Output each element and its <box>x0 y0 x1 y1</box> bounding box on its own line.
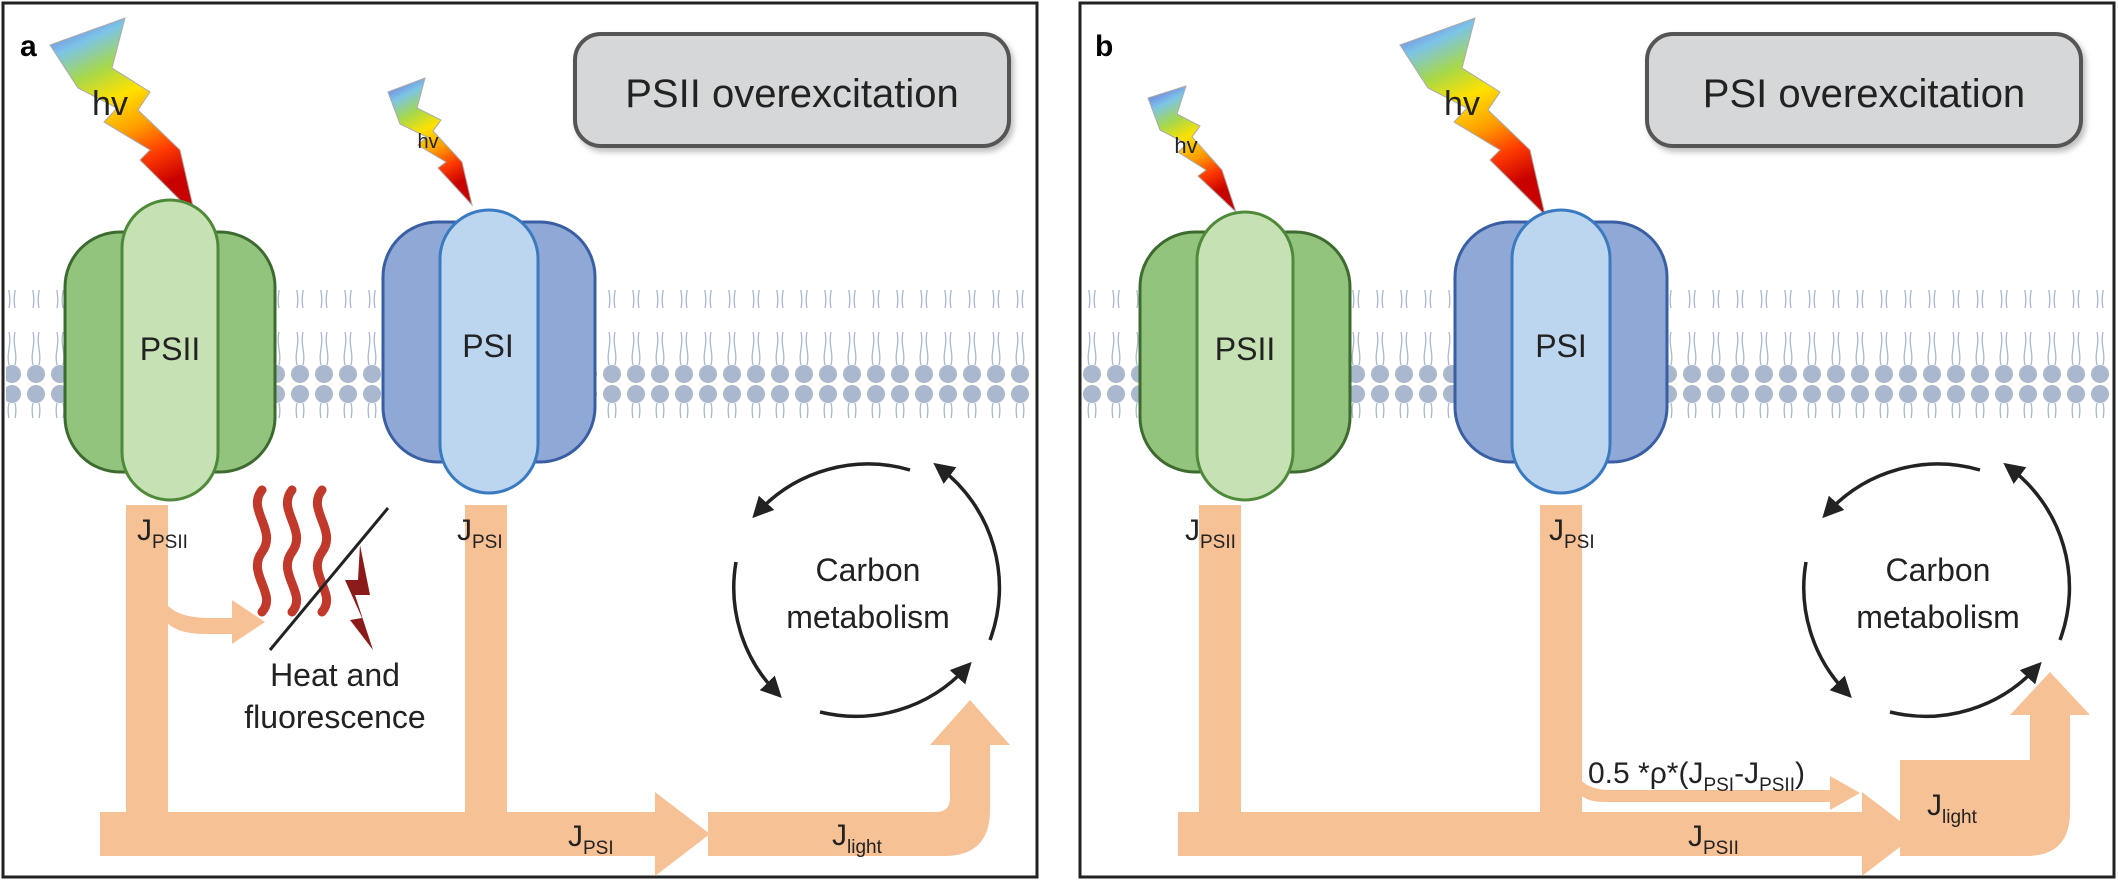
panel-b: b PSI overexcitation hv hv PSII PSI <box>1078 1 2116 879</box>
title-box <box>573 32 1011 148</box>
flux-label-j-psi-top: JPSI <box>457 514 503 553</box>
light-label: hv <box>1444 85 1480 123</box>
psi-complex: PSI <box>1453 208 1669 495</box>
psii-label: PSII <box>1215 331 1275 367</box>
panel-letter: a <box>20 30 37 63</box>
flux-label-j-light: Jlight <box>832 819 883 858</box>
flux-arrows <box>1178 505 2090 876</box>
flux-label-j-light: Jlight <box>1927 789 1978 828</box>
heat-waves-icon <box>252 485 332 617</box>
carbon-label-line1: Carbon <box>1886 552 1991 588</box>
light-bolt-small-icon: hv <box>1147 85 1237 213</box>
panel-title: PSI overexcitation <box>1703 72 2025 116</box>
flux-arrows <box>100 505 1010 876</box>
fluorescence-bolt-icon <box>345 545 373 650</box>
carbon-cycle-arrows <box>732 462 1002 719</box>
carbon-label-line2: metabolism <box>786 599 950 635</box>
flux-label-cyclic: 0.5 *ρ*(JPSI-JPSII) <box>1588 757 1805 796</box>
light-label: hv <box>1174 133 1197 158</box>
heat-label-line1: Heat and <box>270 657 400 693</box>
light-bolt-large-icon: hv <box>1399 17 1546 217</box>
carbon-label-line2: metabolism <box>1856 599 2020 635</box>
carbon-label-line1: Carbon <box>816 552 921 588</box>
psii-complex: PSII <box>63 198 277 502</box>
panel-a: a PSII overexcitation hv hv PSII PSI <box>1 1 1039 879</box>
flux-label-j-psii-top: JPSII <box>1185 514 1236 553</box>
title-box <box>1645 32 2083 148</box>
flux-label-j-psi-bottom: JPSI <box>568 820 614 859</box>
flux-label-j-psi-top: JPSI <box>1549 514 1595 553</box>
divider-slash <box>268 507 390 651</box>
panel-letter: b <box>1095 30 1113 63</box>
psi-complex: PSI <box>381 208 597 495</box>
psi-label: PSI <box>462 328 514 364</box>
psi-label: PSI <box>1535 328 1587 364</box>
panel-title: PSII overexcitation <box>625 72 959 116</box>
psii-label: PSII <box>140 331 200 367</box>
light-bolt-large-icon: hv <box>49 17 196 217</box>
light-label: hv <box>417 131 438 153</box>
flux-label-j-psii: JPSII <box>137 514 188 553</box>
light-bolt-small-icon: hv <box>387 77 473 207</box>
flux-label-j-psii-bottom: JPSII <box>1688 820 1739 859</box>
heat-label-line2: fluorescence <box>244 699 425 735</box>
light-label: hv <box>92 85 128 123</box>
carbon-cycle-arrows <box>1802 462 2072 719</box>
psii-complex: PSII <box>1138 210 1352 502</box>
